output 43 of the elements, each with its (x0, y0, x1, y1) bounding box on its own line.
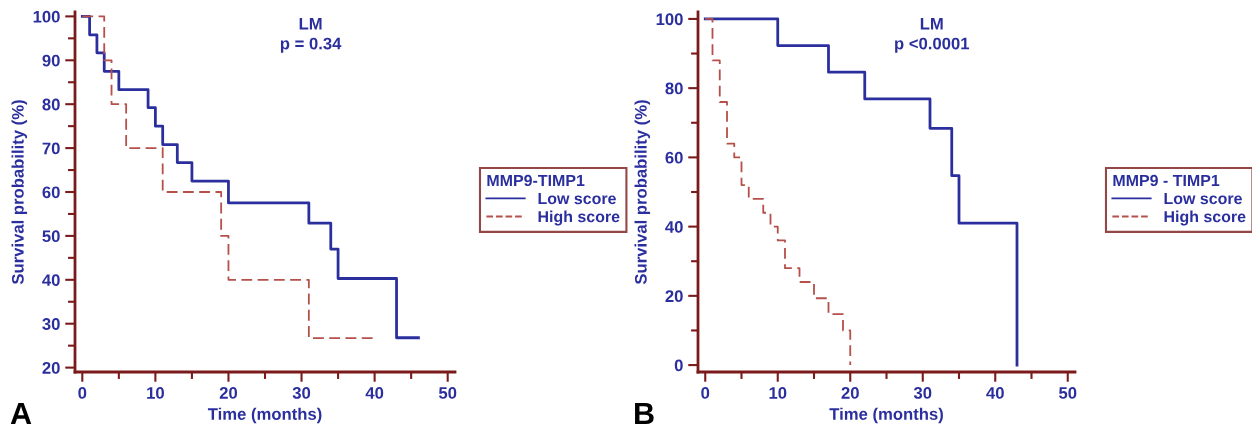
y-axis-title: Survival probability (%) (11, 100, 28, 285)
text: A (10, 402, 32, 424)
x-tick-label: 10 (769, 387, 787, 399)
text: B (635, 402, 654, 424)
legend-label: High score (1164, 210, 1246, 226)
legend-title: MMP9 - TIMP1 (1113, 174, 1220, 187)
y-tick-label: 90 (42, 54, 60, 67)
y-tick-label: 20 (42, 362, 60, 374)
x-tick-label: 30 (913, 387, 932, 399)
text: p = 0.34 (280, 37, 342, 53)
x-tick-label: 40 (986, 387, 1004, 399)
y-tick-label: 40 (42, 274, 60, 287)
x-tick-label: 50 (1058, 387, 1077, 399)
y-tick-label: 30 (42, 318, 60, 330)
y-tick-label: 60 (665, 151, 683, 164)
legend-label: Low score (1164, 193, 1242, 205)
y-tick-label: 20 (665, 290, 683, 303)
legend-label: Low score (538, 193, 616, 205)
y-tick-label: 100 (33, 10, 60, 23)
x-tick-label: 0 (701, 387, 710, 399)
y-tick-label: 0 (674, 359, 683, 372)
y-tick-label: 60 (42, 186, 60, 199)
legend-title: MMP9-TIMP1 (487, 174, 585, 187)
x-axis-title: Time (months) (829, 407, 943, 424)
y-axis-title: Survival probability (%) (634, 100, 651, 285)
y-tick-label: 70 (42, 142, 60, 155)
x-axis-title: Time (months) (207, 407, 322, 424)
chart-title: LM (299, 18, 322, 30)
x-tick-label: 50 (438, 387, 457, 399)
y-tick-label: 80 (42, 98, 60, 111)
text: p <0.0001 (895, 37, 970, 53)
x-tick-label: 20 (219, 387, 238, 399)
chart-title: LM (920, 18, 943, 30)
x-tick-label: 30 (292, 387, 311, 399)
legend-label: High score (538, 210, 620, 226)
x-tick-label: 10 (147, 387, 164, 399)
y-tick-label: 80 (665, 82, 683, 95)
y-tick-label: 100 (656, 13, 683, 26)
x-tick-label: 40 (365, 387, 384, 399)
x-tick-label: 20 (841, 387, 859, 399)
y-tick-label: 50 (42, 230, 60, 243)
y-tick-label: 40 (665, 221, 683, 233)
x-tick-label: 0 (78, 387, 87, 399)
